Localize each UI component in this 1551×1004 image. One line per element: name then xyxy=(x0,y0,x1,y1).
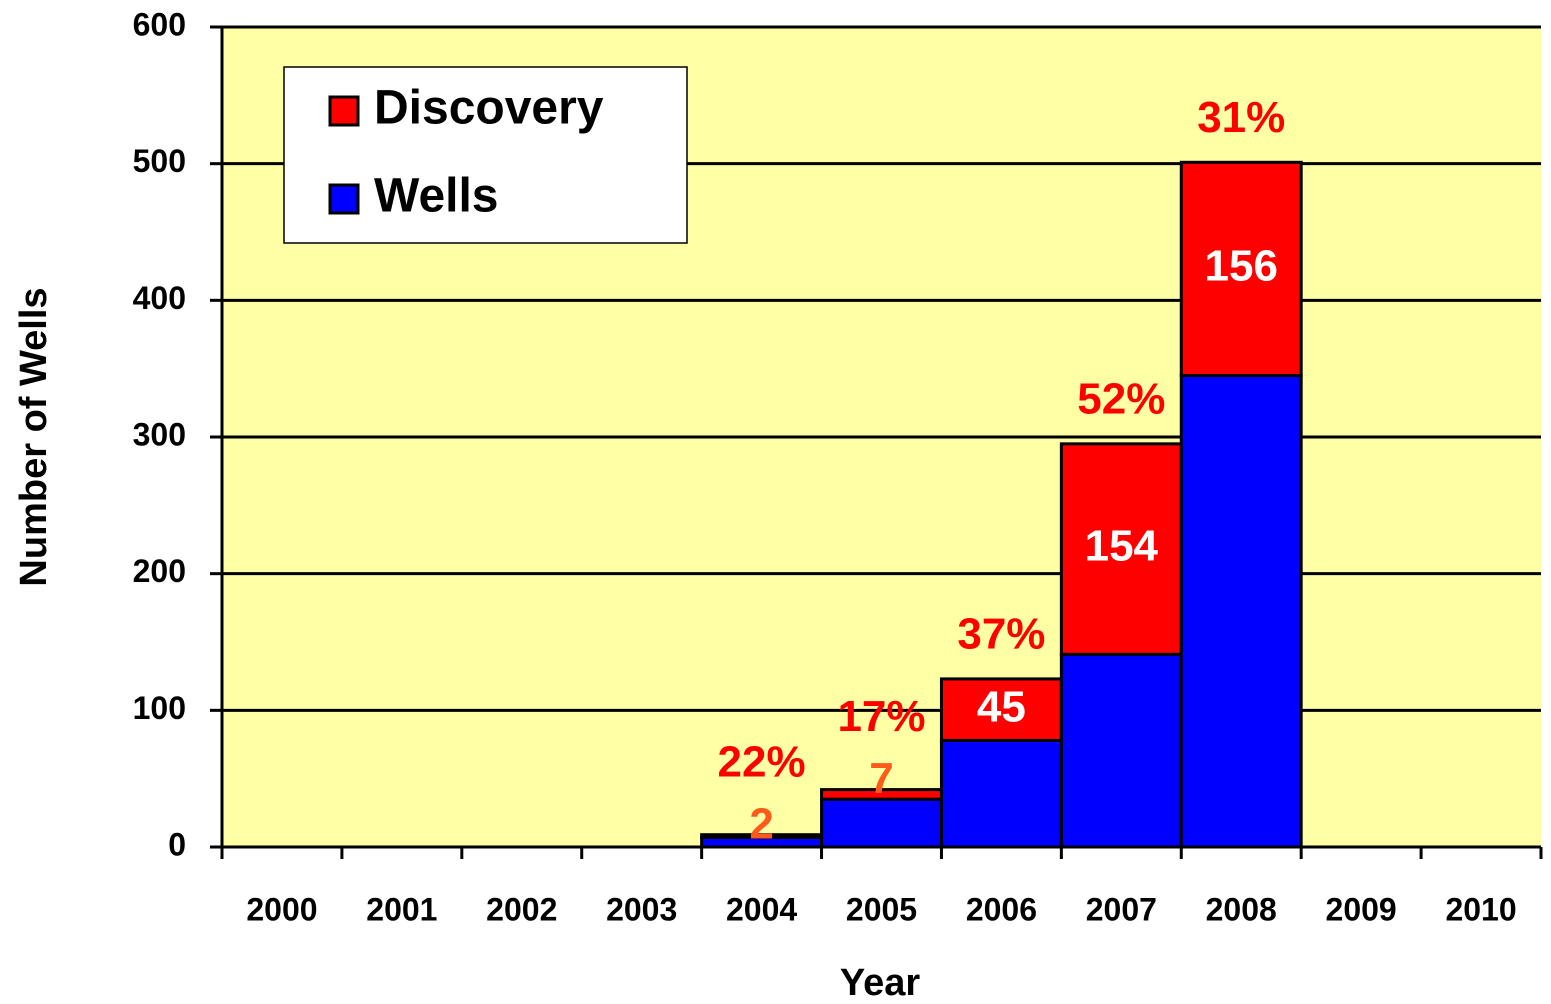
legend-label: Discovery xyxy=(374,82,604,135)
x-tick-label: 2005 xyxy=(846,891,917,927)
y-tick-label: 500 xyxy=(133,143,186,179)
legend-label: Wells xyxy=(374,170,499,223)
y-tick-label: 200 xyxy=(133,553,186,589)
bar-segment xyxy=(1059,442,1183,656)
share-label: 31% xyxy=(1197,93,1285,142)
bar-segment xyxy=(1179,374,1303,849)
y-tick-label: 300 xyxy=(133,416,186,452)
share-label: 52% xyxy=(1077,374,1165,423)
y-tick-label: 0 xyxy=(168,826,186,862)
x-tick-label: 2000 xyxy=(246,891,317,927)
x-tick-label: 2002 xyxy=(486,891,557,927)
share-label: 22% xyxy=(718,737,806,786)
x-axis-title: Year xyxy=(840,962,921,1004)
x-tick-label: 2007 xyxy=(1086,891,1157,927)
data-label: 154 xyxy=(1085,522,1159,571)
bar-segment xyxy=(1059,652,1183,849)
x-tick-label: 2009 xyxy=(1326,891,1397,927)
x-tick-label: 2004 xyxy=(726,891,797,927)
data-label: 2 xyxy=(749,799,773,848)
y-tick-label: 400 xyxy=(133,280,186,316)
legend-swatch xyxy=(328,95,360,127)
bar-segment xyxy=(939,738,1063,849)
legend-swatch xyxy=(328,183,360,215)
x-tick-label: 2001 xyxy=(366,891,437,927)
data-label: 45 xyxy=(977,682,1026,731)
share-label: 17% xyxy=(837,692,925,741)
data-label: 156 xyxy=(1205,242,1278,291)
x-tick-label: 2006 xyxy=(966,891,1037,927)
x-tick-label: 2010 xyxy=(1445,891,1516,927)
x-tick-label: 2003 xyxy=(606,891,677,927)
bar-segment xyxy=(1179,160,1303,377)
bar-segment xyxy=(939,677,1063,742)
share-label: 37% xyxy=(957,610,1045,659)
bar-segment xyxy=(820,797,943,849)
data-label: 7 xyxy=(869,754,893,803)
y-axis-title: Number of Wells xyxy=(13,287,55,586)
y-tick-label: 100 xyxy=(133,690,186,726)
y-tick-label: 600 xyxy=(133,6,186,42)
x-tick-label: 2008 xyxy=(1206,891,1277,927)
